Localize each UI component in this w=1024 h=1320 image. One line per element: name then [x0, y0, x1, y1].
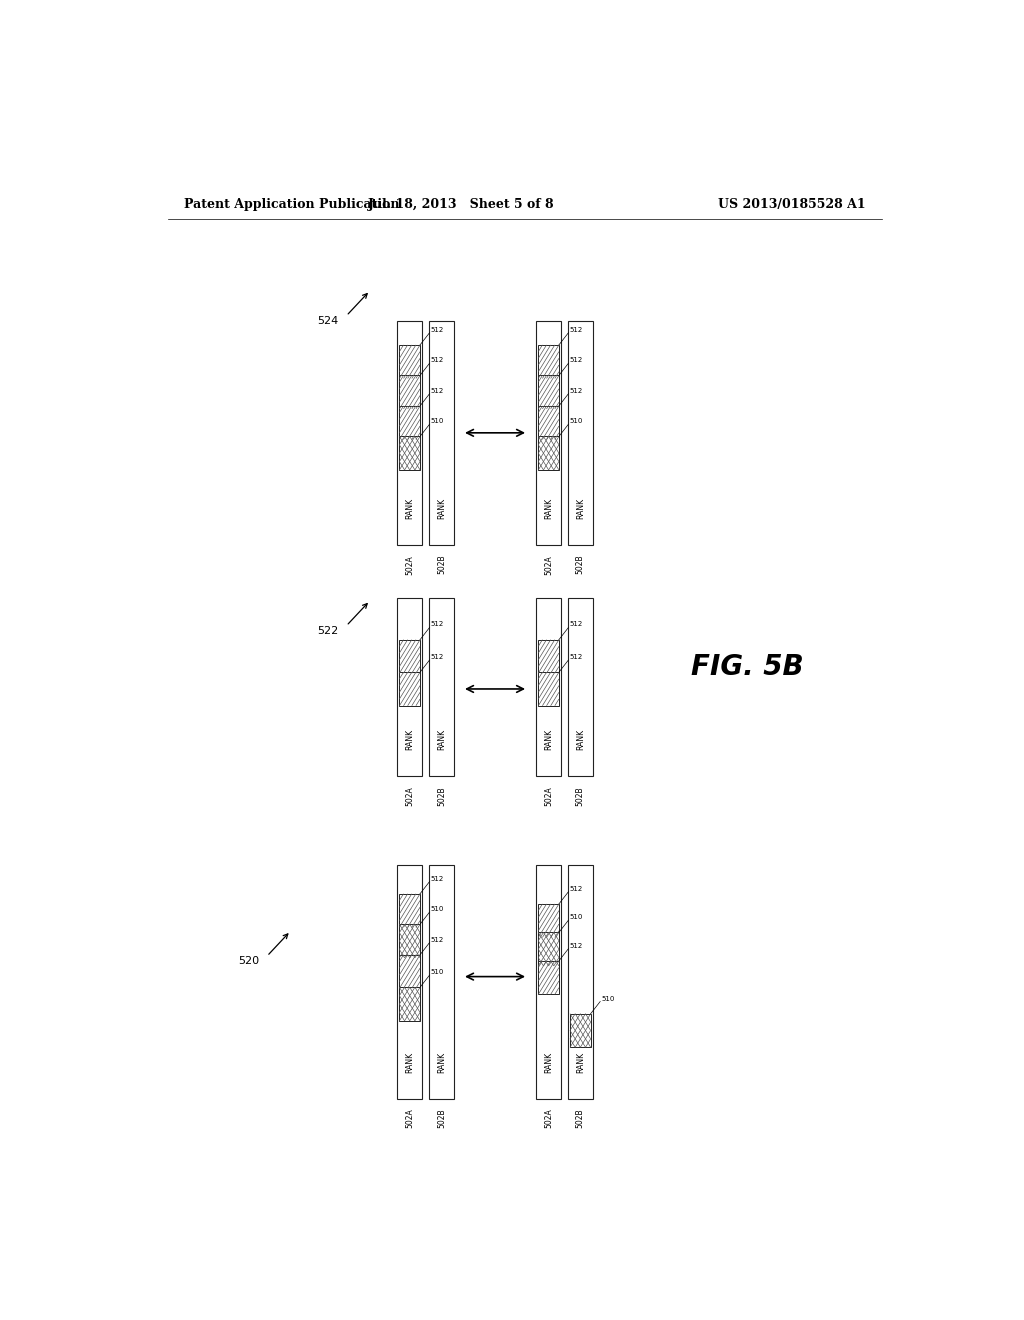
Bar [397, 865, 423, 1098]
Text: 512: 512 [430, 875, 443, 882]
Text: 502B: 502B [437, 554, 446, 574]
Text: 510: 510 [569, 418, 583, 424]
Text: RANK: RANK [544, 1052, 553, 1073]
Bar [399, 954, 420, 989]
Bar [539, 405, 559, 440]
Text: 510: 510 [430, 906, 443, 912]
Bar [539, 672, 559, 706]
Text: 502A: 502A [406, 1109, 415, 1129]
Bar [539, 375, 559, 409]
Bar [399, 345, 420, 379]
Bar [399, 640, 420, 673]
Text: 512: 512 [569, 622, 583, 627]
Text: RANK: RANK [575, 1052, 585, 1073]
Bar [399, 987, 420, 1020]
Text: RANK: RANK [544, 498, 553, 519]
Text: 522: 522 [317, 626, 338, 636]
Text: 502B: 502B [575, 554, 585, 574]
Text: 512: 512 [430, 653, 443, 660]
Text: RANK: RANK [544, 730, 553, 751]
Bar [539, 904, 559, 937]
Text: 512: 512 [569, 358, 583, 363]
Text: 510: 510 [430, 969, 443, 975]
Text: 502B: 502B [437, 1109, 446, 1129]
Text: 502A: 502A [544, 785, 553, 805]
Text: Jul. 18, 2013   Sheet 5 of 8: Jul. 18, 2013 Sheet 5 of 8 [368, 198, 555, 211]
Bar [399, 437, 420, 470]
Text: 512: 512 [430, 327, 443, 333]
Bar [536, 598, 561, 776]
Text: 512: 512 [569, 653, 583, 660]
Text: 510: 510 [601, 995, 614, 1002]
Bar [429, 865, 455, 1098]
Text: 512: 512 [430, 937, 443, 942]
Text: 512: 512 [569, 388, 583, 393]
Text: 502A: 502A [544, 1109, 553, 1129]
Bar [429, 598, 455, 776]
Text: 502B: 502B [437, 785, 446, 805]
Bar [399, 375, 420, 409]
Bar [399, 894, 420, 928]
Text: 512: 512 [569, 886, 583, 892]
Text: FIG. 5B: FIG. 5B [691, 652, 803, 681]
Bar [539, 932, 559, 966]
Bar [539, 345, 559, 379]
Text: RANK: RANK [575, 498, 585, 519]
Text: RANK: RANK [437, 1052, 446, 1073]
Bar [536, 321, 561, 545]
Text: 512: 512 [569, 942, 583, 949]
Bar [539, 437, 559, 470]
Text: RANK: RANK [406, 1052, 415, 1073]
Text: 502B: 502B [575, 1109, 585, 1129]
Bar [567, 865, 593, 1098]
Bar [399, 405, 420, 440]
Text: 512: 512 [430, 622, 443, 627]
Text: RANK: RANK [406, 730, 415, 751]
Bar [570, 1014, 591, 1047]
Text: 512: 512 [430, 388, 443, 393]
Text: 502A: 502A [406, 785, 415, 805]
Bar [539, 961, 559, 994]
Bar [429, 321, 455, 545]
Text: 512: 512 [430, 358, 443, 363]
Text: 502A: 502A [544, 554, 553, 574]
Text: 502B: 502B [575, 785, 585, 805]
Text: 520: 520 [238, 957, 259, 966]
Bar [399, 672, 420, 706]
Text: 510: 510 [569, 915, 583, 920]
Bar [567, 321, 593, 545]
Bar [539, 640, 559, 673]
Text: 502A: 502A [406, 554, 415, 574]
Bar [536, 865, 561, 1098]
Text: 524: 524 [317, 315, 338, 326]
Text: RANK: RANK [575, 730, 585, 751]
Bar [397, 321, 423, 545]
Text: Patent Application Publication: Patent Application Publication [183, 198, 399, 211]
Text: RANK: RANK [437, 498, 446, 519]
Bar [567, 598, 593, 776]
Text: 510: 510 [430, 418, 443, 424]
Bar [397, 598, 423, 776]
Text: US 2013/0185528 A1: US 2013/0185528 A1 [719, 198, 866, 211]
Text: 512: 512 [569, 327, 583, 333]
Text: RANK: RANK [437, 730, 446, 751]
Text: RANK: RANK [406, 498, 415, 519]
Bar [399, 924, 420, 958]
